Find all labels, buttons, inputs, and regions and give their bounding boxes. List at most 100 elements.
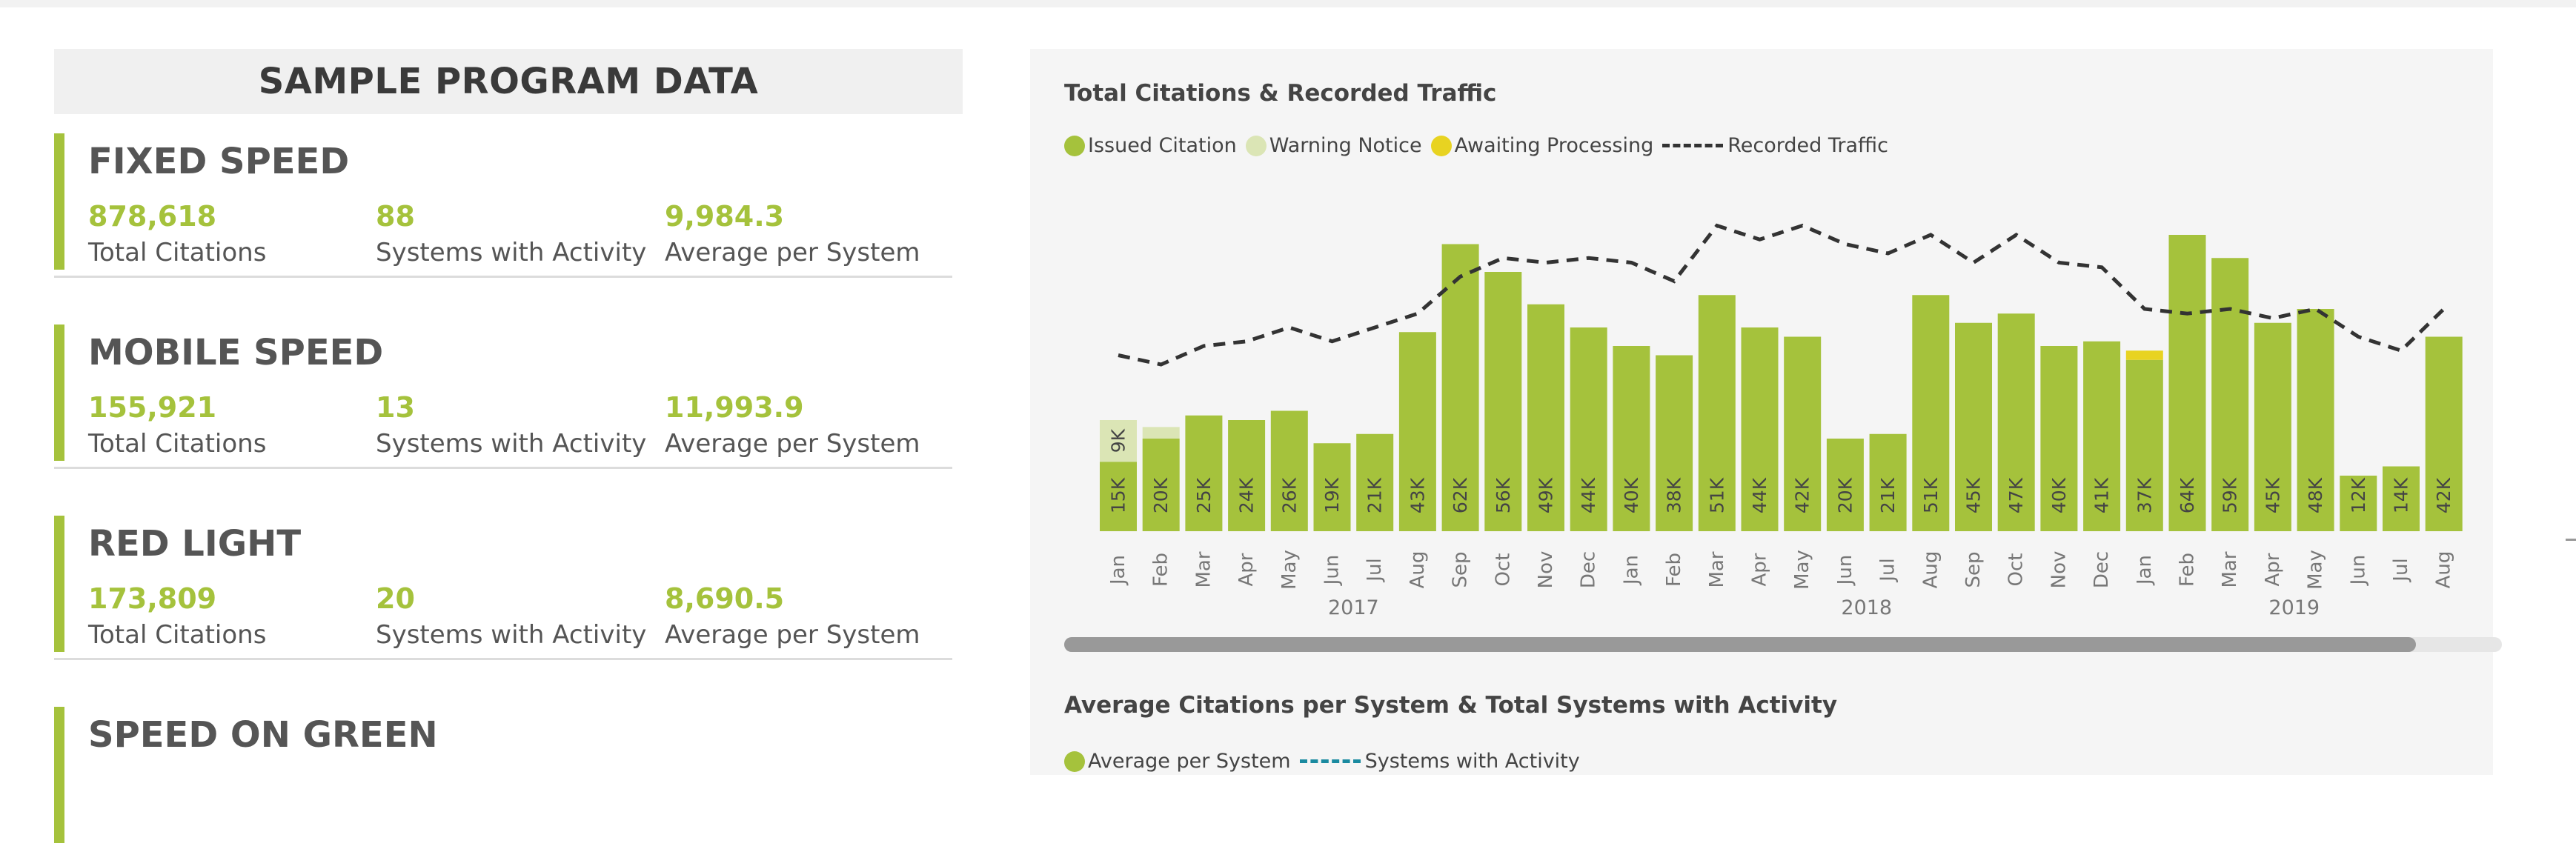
bar-warning-notice xyxy=(1100,420,1137,462)
bar-issued-citation xyxy=(2425,336,2463,531)
x-axis-tick-label: Sep xyxy=(1450,551,1472,588)
bar-issued-citation xyxy=(1741,327,1779,531)
bar-issued-citation xyxy=(1613,346,1650,531)
chart-legend: Issued Citation Warning Notice Awaiting … xyxy=(1064,134,1897,157)
citations-chart-card: Total Citations & Recorded Traffic Issue… xyxy=(1030,49,2502,775)
x-axis-tick-label: Jun xyxy=(2347,555,2369,587)
section-divider xyxy=(54,276,952,278)
bar-data-label: 24K xyxy=(1236,477,1258,513)
x-axis-tick-label: Apr xyxy=(2262,553,2284,586)
bar-data-label: 19K xyxy=(1321,477,1343,513)
chart-scrollbar-thumb[interactable] xyxy=(1064,637,2416,652)
kpi-value: 878,618 xyxy=(88,200,217,233)
second-chart-legend: Average per System Systems with Activity xyxy=(1064,750,1589,773)
bar-data-label: 43K xyxy=(1407,477,1428,513)
kpi-title: FIXED SPEED xyxy=(88,141,350,182)
bar-issued-citation xyxy=(1228,420,1266,531)
bar-issued-citation xyxy=(2297,309,2334,531)
x-axis-tick-label: Nov xyxy=(2048,551,2070,589)
legend-label: Average per System xyxy=(1088,750,1291,773)
kpi-panel: SAMPLE PROGRAM DATA FIXED SPEED 878,618 … xyxy=(54,49,963,843)
bar-issued-citation xyxy=(1826,439,1864,531)
kpi-metric-systems: 13 Systems with Activity xyxy=(376,391,646,462)
bar-issued-citation xyxy=(1912,295,1950,531)
bar-data-label: 44K xyxy=(1749,477,1770,513)
kpi-label: Systems with Activity xyxy=(376,238,647,267)
bar-issued-citation xyxy=(1185,415,1223,531)
legend-label: Issued Citation xyxy=(1088,134,1237,157)
chart-scrollbar[interactable] xyxy=(1064,637,2502,652)
x-axis-tick-label: Mar xyxy=(1706,551,1728,588)
edge-mark xyxy=(2566,539,2576,541)
kpi-value: 20 xyxy=(376,582,415,615)
section-divider xyxy=(54,467,952,469)
kpi-value: 13 xyxy=(376,391,415,424)
bar-data-label: 44K xyxy=(1578,477,1599,513)
bar-data-label: 51K xyxy=(1920,477,1942,513)
kpi-metric-average: 11,993.9 Average per System xyxy=(665,391,920,462)
x-axis-tick-label: Jan xyxy=(1107,555,1129,586)
kpi-metric-total-citations: 173,809 Total Citations xyxy=(88,582,266,653)
kpi-accent-bar xyxy=(54,133,64,270)
x-axis-tick-label: Jan xyxy=(1620,555,1642,586)
bar-data-label: 45K xyxy=(2262,477,2283,513)
bar-data-label: 20K xyxy=(1834,477,1856,513)
bar-issued-citation xyxy=(2211,258,2249,531)
kpi-metric-average: 9,984.3 Average per System xyxy=(665,200,920,271)
kpi-metric-total-citations: 878,618 Total Citations xyxy=(88,200,266,271)
kpi-section-mobile-speed: MOBILE SPEED 155,921 Total Citations 13 … xyxy=(54,325,952,470)
x-axis-tick-label: Jul xyxy=(1364,558,1386,582)
bar-data-label: 38K xyxy=(1664,477,1685,513)
kpi-label: Average per System xyxy=(665,620,920,650)
x-axis-tick-label: Dec xyxy=(2091,551,2113,588)
bar-data-label: 59K xyxy=(2220,477,2241,513)
legend-swatch-recorded-traffic xyxy=(1662,144,1724,147)
x-axis-tick-label: Aug xyxy=(1407,551,1429,589)
kpi-value: 155,921 xyxy=(88,391,217,424)
legend-label: Recorded Traffic xyxy=(1727,134,1888,157)
x-axis-tick-label: Mar xyxy=(2219,551,2241,588)
kpi-value: 88 xyxy=(376,200,415,233)
line-recorded-traffic xyxy=(1118,223,2446,367)
bar-data-label: 40K xyxy=(2048,477,2070,513)
bar-issued-citation xyxy=(1570,327,1607,531)
bar-issued-citation xyxy=(2168,235,2206,531)
kpi-label: Total Citations xyxy=(88,620,267,650)
kpi-accent-bar xyxy=(54,707,64,843)
legend-item-recorded-traffic[interactable]: Recorded Traffic xyxy=(1662,134,1888,157)
bar-data-label: 51K xyxy=(1706,477,1727,513)
x-axis-tick-label: Mar xyxy=(1192,551,1215,588)
legend-swatch-awaiting xyxy=(1430,135,1452,156)
bar-issued-citation xyxy=(1398,332,1436,531)
bar-data-label: 42K xyxy=(1792,477,1813,513)
kpi-label: Systems with Activity xyxy=(376,620,647,650)
kpi-value: 11,993.9 xyxy=(665,391,804,424)
bar-issued-citation xyxy=(1484,272,1522,531)
kpi-accent-bar xyxy=(54,325,64,461)
chart-title: Total Citations & Recorded Traffic xyxy=(1064,80,1497,107)
x-axis-tick-label: May xyxy=(1278,550,1301,590)
x-axis-year-label: 2017 xyxy=(1328,596,1379,619)
x-axis-tick-label: Nov xyxy=(1535,551,1557,589)
bar-issued-citation xyxy=(2083,341,2121,531)
legend-label: Systems with Activity xyxy=(1364,750,1580,773)
bar-issued-citation xyxy=(1955,322,1992,531)
legend-item-awaiting-processing[interactable]: Awaiting Processing xyxy=(1430,134,1653,157)
legend-item-warning-notice[interactable]: Warning Notice xyxy=(1245,134,1422,157)
legend-item-average-per-system[interactable]: Average per System xyxy=(1064,750,1291,773)
bar-data-label: 26K xyxy=(1278,477,1300,513)
bar-issued-citation xyxy=(2254,322,2291,531)
legend-swatch-average xyxy=(1064,751,1085,772)
bar-data-label: 45K xyxy=(1963,477,1985,513)
x-axis-tick-label: Jul xyxy=(2390,558,2412,582)
bar-issued-citation xyxy=(1869,433,1907,531)
bar-data-label: 14K xyxy=(2391,477,2412,513)
x-axis-tick-label: Aug xyxy=(1919,551,1942,589)
kpi-label: Systems with Activity xyxy=(376,429,647,459)
bar-data-label: 25K xyxy=(1193,477,1215,513)
legend-item-issued-citation[interactable]: Issued Citation xyxy=(1064,134,1237,157)
bar-data-label: 21K xyxy=(1877,477,1899,513)
legend-item-systems-with-activity[interactable]: Systems with Activity xyxy=(1299,750,1580,773)
x-axis-tick-label: Aug xyxy=(2433,551,2455,589)
kpi-label: Total Citations xyxy=(88,429,267,459)
